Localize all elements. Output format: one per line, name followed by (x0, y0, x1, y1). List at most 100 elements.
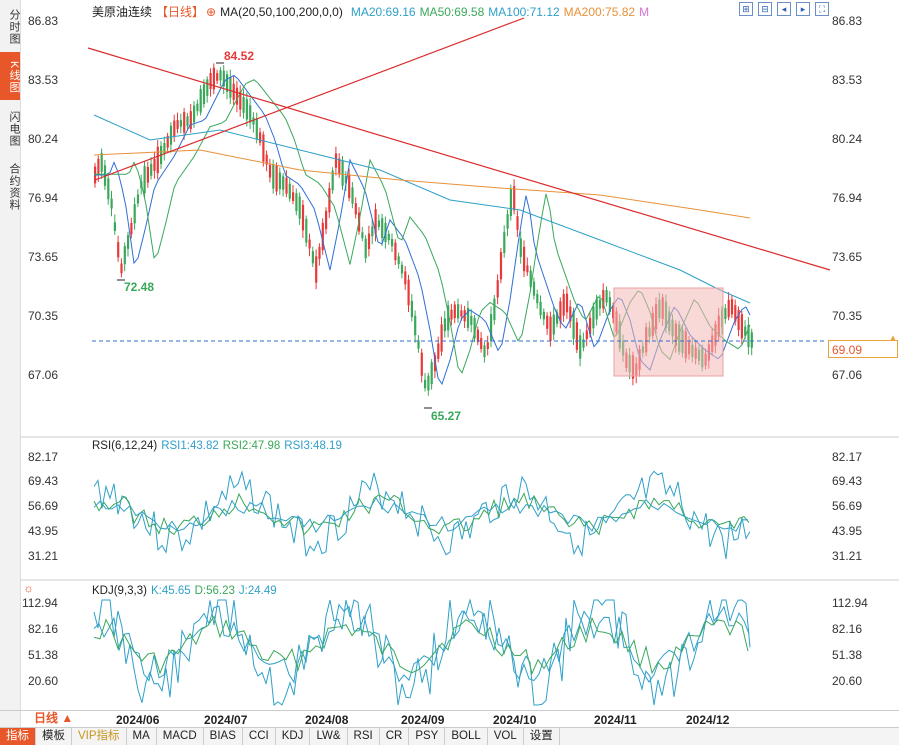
candle-body (120, 263, 123, 274)
candle-body (295, 193, 298, 212)
candle-body (130, 223, 133, 235)
candle-body (183, 112, 186, 133)
candle-body (156, 146, 159, 174)
tab-psy[interactable]: PSY (409, 728, 446, 745)
candle-body (407, 279, 410, 306)
ascending-trendline (94, 17, 525, 181)
y-tick-left: 67.06 (28, 368, 59, 382)
kdj-legend: KDJ(9,3,3) K:45.65 D:56.23 J:24.49 (92, 585, 281, 597)
tab-timeshare[interactable]: 分时图 (8, 8, 20, 45)
kdj-y-tick-right: 82.16 (832, 622, 863, 636)
zoom-out-icon[interactable]: ⊟ (758, 2, 772, 16)
candle-body (486, 342, 489, 349)
candle-body (391, 239, 394, 247)
y-tick-left: 86.83 (28, 14, 59, 28)
tab-vip-indicators[interactable]: VIP指标 (72, 728, 127, 745)
candle-body (206, 79, 209, 96)
candle-body (493, 298, 496, 321)
tab-contract-info[interactable]: 合约资料 (8, 162, 20, 211)
y-tick-right: 70.35 (832, 309, 863, 323)
candle-body (556, 312, 559, 324)
rsi-params: RSI(6,12,24) (92, 440, 158, 452)
tab-rsi[interactable]: RSI (348, 728, 380, 745)
pan-left-icon[interactable]: ◂ (777, 2, 791, 16)
period-selector-button[interactable]: 日线 ▲ (34, 711, 74, 725)
candle-body (417, 340, 420, 349)
tab-templates[interactable]: 模板 (36, 728, 72, 745)
chart-toolbar: ⊞ ⊟ ◂ ▸ ⛶ (739, 2, 829, 16)
tab-flash-chart[interactable]: 闪电图 (8, 110, 20, 147)
ma50-value: MA50:69.58 (419, 5, 485, 19)
rsi1-value: RSI1:43.82 (161, 440, 219, 452)
tab-vol[interactable]: VOL (488, 728, 524, 745)
pan-right-icon[interactable]: ▸ (796, 2, 810, 16)
y-tick-right: 83.53 (832, 73, 863, 87)
tab-cr[interactable]: CR (380, 728, 410, 745)
candle-body (361, 232, 364, 239)
fullscreen-icon[interactable]: ⛶ (815, 2, 829, 16)
candle-body (744, 326, 747, 336)
candle-body (529, 270, 532, 287)
tab-bias[interactable]: BIAS (204, 728, 243, 745)
tab-boll[interactable]: BOLL (445, 728, 488, 745)
candle-body (265, 154, 268, 165)
date-label: 2024/11 (594, 713, 637, 727)
date-label: 2024/06 (116, 713, 160, 727)
main-chart-legend: 美原油连续 【日线】 ⊕ MA(20,50,100,200,0,0) MA20:69.1… (92, 3, 653, 20)
tab-kdj[interactable]: KDJ (276, 728, 311, 745)
tab-kline[interactable]: K线图 (0, 52, 20, 100)
candle-body (513, 186, 516, 211)
y-tick-right: 67.06 (832, 368, 863, 382)
candle-body (298, 196, 301, 219)
candle-body (539, 301, 542, 316)
candle-body (255, 119, 258, 140)
rsi-y-tick-left: 31.21 (28, 549, 59, 563)
candle-body (163, 143, 166, 154)
candle-body (222, 70, 225, 87)
candle-body (235, 87, 239, 105)
candle-body (400, 264, 404, 274)
candle-body (216, 73, 219, 81)
candle-body (447, 305, 450, 331)
candle-body (199, 89, 202, 113)
kdj-y-tick-right: 20.60 (832, 674, 863, 688)
candle-body (589, 317, 592, 335)
candle-body (374, 209, 377, 234)
candle-body (490, 314, 493, 341)
candle-body (242, 97, 245, 113)
candle-body (585, 330, 588, 340)
candle-body (318, 246, 321, 260)
kdj-settings-sun-icon[interactable]: ☼ (23, 581, 34, 595)
candle-body (288, 183, 291, 199)
ma200-value: MA200:75.82 (563, 5, 636, 19)
candle-body (569, 306, 572, 322)
tab-settings[interactable]: 设置 (524, 728, 560, 745)
tab-ma[interactable]: MA (127, 728, 157, 745)
candle-body (552, 314, 555, 335)
tab-indicators[interactable]: 指标 (0, 728, 36, 745)
settings-circle-icon[interactable]: ⊕ (206, 5, 217, 19)
candle-body (226, 74, 229, 92)
low-price-label-2: 65.27 (431, 409, 462, 423)
candle-body (377, 220, 380, 227)
candle-body (394, 242, 397, 261)
candle-body (146, 166, 149, 183)
candle-body (536, 293, 539, 304)
candle-body (414, 315, 417, 336)
ma100-line (93, 114, 751, 304)
zoom-in-icon[interactable]: ⊞ (739, 2, 753, 16)
tab-lw[interactable]: LW& (310, 728, 348, 745)
y-tick-right: 86.83 (832, 14, 863, 28)
candle-body (272, 164, 275, 189)
candle-body (612, 307, 615, 319)
candle-body (523, 246, 526, 272)
ma200-line (93, 149, 751, 219)
candle-body (460, 310, 463, 317)
candle-body (173, 120, 176, 137)
tab-macd[interactable]: MACD (157, 728, 204, 745)
candle-body (348, 174, 351, 199)
candle-body (196, 103, 199, 112)
candle-body (562, 293, 565, 316)
tab-cci[interactable]: CCI (243, 728, 276, 745)
